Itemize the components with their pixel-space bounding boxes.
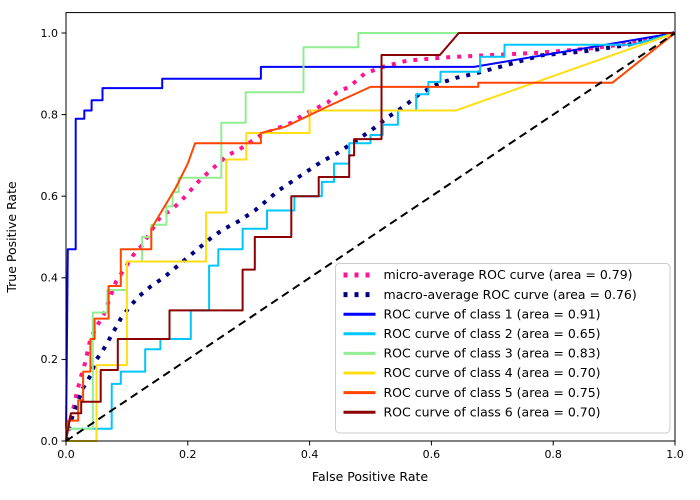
x-tick-label: 1.0: [666, 448, 684, 461]
roc-curve-series-1: [65, 31, 676, 442]
roc-curve-series-5: [66, 32, 676, 442]
x-tick-label: 0.6: [423, 448, 441, 461]
x-axis-label: False Positive Rate: [312, 469, 428, 484]
y-tick-label: 0.8: [41, 108, 59, 121]
legend-item: micro-average ROC curve (area = 0.79): [343, 267, 633, 282]
y-tick-label: 0.2: [41, 353, 59, 366]
legend: micro-average ROC curve (area = 0.79) mac…: [335, 263, 671, 434]
legend-item: ROC curve of class 1 (area = 0.91): [343, 306, 601, 321]
legend-item-label: ROC curve of class 1 (area = 0.91): [384, 306, 601, 321]
legend-item-label: macro-average ROC curve (area = 0.76): [384, 287, 637, 302]
roc-curve-series-7: [65, 32, 675, 442]
legend-item-label: ROC curve of class 2 (area = 0.65): [384, 326, 601, 341]
roc-curve-series-0: [65, 31, 676, 442]
y-tick-label: 0.0: [41, 435, 59, 448]
roc-curve-series-6: [65, 32, 676, 442]
legend-item-label: ROC curve of class 4 (area = 0.70): [384, 365, 601, 380]
legend-item-label: micro-average ROC curve (area = 0.79): [384, 267, 633, 282]
legend-item: macro-average ROC curve (area = 0.76): [343, 287, 637, 302]
x-tick-label: 0.4: [301, 448, 319, 461]
legend-item-label: ROC curve of class 5 (area = 0.75): [384, 385, 601, 400]
axes-spines: [65, 12, 676, 442]
legend-item: ROC curve of class 6 (area = 0.70): [343, 404, 601, 419]
legend-item: ROC curve of class 3 (area = 0.83): [343, 346, 601, 361]
legend-item: ROC curve of class 2 (area = 0.65): [343, 326, 601, 341]
axes-layer: 0.0 0.2 0.4 0.6 0.8 1.0 0.0 0.2 0.4 0.6 0.8 1.0: [41, 12, 684, 461]
legend-item-label: ROC curve of class 3 (area = 0.83): [384, 346, 601, 361]
legend-item: ROC curve of class 5 (area = 0.75): [343, 385, 601, 400]
x-tick-label: 0.0: [57, 448, 75, 461]
curves-layer: [65, 31, 676, 442]
roc-curve-series-4: [65, 32, 675, 441]
roc-curve-series-3: [65, 32, 676, 441]
chance-diagonal-line: [65, 32, 676, 442]
y-tick-label: 1.0: [41, 27, 59, 40]
roc-curve-series-2: [65, 32, 676, 442]
legend-box: [335, 263, 671, 434]
y-tick-label: 0.4: [41, 272, 59, 285]
legend-item: ROC curve of class 4 (area = 0.70): [343, 365, 601, 380]
y-axis-label: True Positive Rate: [4, 181, 19, 294]
x-tick-label: 0.2: [179, 448, 197, 461]
y-tick-label: 0.6: [41, 190, 59, 203]
legend-item-label: ROC curve of class 6 (area = 0.70): [384, 404, 601, 419]
x-tick-label: 0.8: [544, 448, 562, 461]
